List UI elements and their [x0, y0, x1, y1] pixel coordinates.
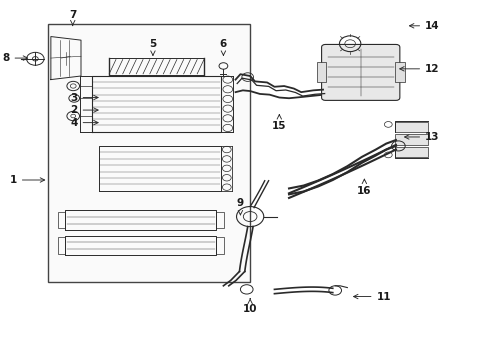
Bar — [58, 237, 65, 253]
Text: 15: 15 — [271, 115, 286, 131]
Bar — [48, 24, 250, 282]
Text: 6: 6 — [219, 39, 226, 55]
Text: 10: 10 — [243, 298, 257, 314]
Bar — [394, 147, 427, 157]
Text: 14: 14 — [408, 21, 439, 31]
Text: 11: 11 — [353, 292, 390, 302]
Bar — [58, 212, 65, 228]
Text: 12: 12 — [399, 64, 439, 74]
Bar — [316, 62, 326, 82]
Text: 2: 2 — [70, 105, 98, 115]
Bar — [216, 237, 224, 253]
Text: 16: 16 — [356, 179, 371, 196]
FancyBboxPatch shape — [321, 44, 399, 100]
Text: 13: 13 — [404, 132, 439, 142]
Bar — [394, 134, 427, 145]
Text: 5: 5 — [149, 39, 156, 55]
Text: 8: 8 — [2, 53, 28, 63]
Text: 9: 9 — [236, 198, 244, 215]
Text: 3: 3 — [70, 93, 98, 103]
Text: 4: 4 — [70, 118, 98, 128]
Bar — [394, 122, 427, 132]
Bar — [394, 62, 404, 82]
Bar — [216, 212, 224, 228]
Text: 7: 7 — [69, 10, 76, 26]
Text: 1: 1 — [10, 175, 44, 185]
